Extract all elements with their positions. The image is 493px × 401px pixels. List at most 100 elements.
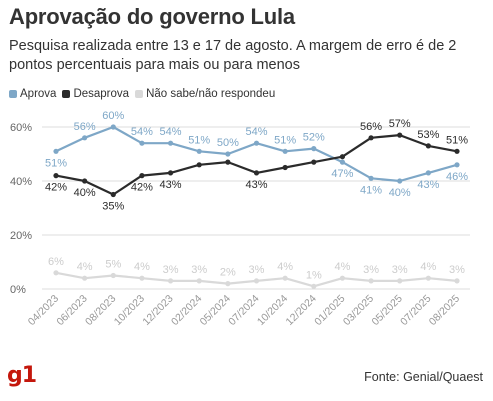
data-point [425, 170, 431, 176]
x-tick-label: 10/2024 [255, 293, 290, 328]
x-tick-label: 05/2024 [198, 293, 233, 328]
data-point [139, 275, 145, 281]
x-tick-label: 07/2024 [226, 293, 261, 328]
data-label: 40% [389, 187, 411, 199]
data-label: 40% [74, 187, 96, 199]
x-tick-label: 12/2023 [140, 293, 175, 328]
data-label: 3% [363, 264, 379, 276]
data-label: 2% [220, 267, 236, 279]
data-label: 4% [77, 261, 93, 273]
data-point [225, 281, 231, 287]
data-point [339, 154, 346, 160]
x-tick-label: 10/2023 [112, 293, 147, 328]
data-point [282, 275, 288, 281]
data-point [425, 143, 431, 149]
data-point [253, 278, 260, 284]
data-point [225, 159, 231, 165]
legend-swatch-desaprova [62, 90, 71, 98]
data-point [196, 162, 202, 168]
data-label: 3% [392, 264, 408, 276]
data-point [454, 162, 460, 168]
data-label: 56% [360, 121, 382, 133]
y-tick-label: 0% [10, 284, 26, 296]
data-label: 51% [446, 134, 468, 146]
data-label: 35% [102, 201, 124, 213]
data-label: 43% [245, 179, 267, 191]
data-label: 46% [446, 171, 468, 183]
data-point [397, 178, 403, 184]
data-point [282, 148, 288, 154]
legend-label-desaprova: Desaprova [73, 88, 130, 100]
data-point [53, 148, 59, 154]
data-point [196, 148, 202, 154]
legend-label-aprova: Aprova [20, 88, 57, 100]
data-label: 6% [48, 256, 64, 268]
x-tick-label: 01/2025 [312, 293, 347, 328]
data-point [53, 270, 59, 276]
data-point [82, 135, 88, 141]
x-tick-label: 08/2023 [83, 293, 118, 328]
x-tick-label: 06/2023 [54, 293, 89, 328]
data-point [139, 140, 145, 146]
data-label: 57% [389, 118, 411, 130]
data-label: 54% [245, 126, 267, 138]
data-label: 3% [249, 264, 265, 276]
data-point [82, 178, 88, 184]
data-point [110, 191, 116, 198]
data-point [368, 135, 374, 141]
g1-logo: g1 [7, 363, 37, 388]
data-point [368, 278, 374, 284]
data-point [196, 278, 202, 284]
data-point [397, 278, 403, 284]
data-point [282, 164, 288, 171]
y-tick-label: 60% [10, 122, 32, 134]
data-label: 52% [303, 132, 325, 144]
source-note: Fonte: Genial/Quaest [364, 370, 483, 384]
y-tick-label: 20% [10, 230, 32, 242]
data-label: 41% [360, 184, 382, 196]
data-point [339, 275, 346, 281]
data-label: 4% [134, 261, 150, 273]
x-tick-label: 05/2025 [370, 293, 405, 328]
x-tick-label: 07/2025 [398, 293, 433, 328]
data-label: 42% [45, 182, 67, 194]
x-tick-label: 03/2025 [341, 293, 376, 328]
y-tick-label: 40% [10, 176, 32, 188]
chart-subtitle: Pesquisa realizada entre 13 e 17 de agos… [9, 38, 457, 73]
x-tick-label: 04/2023 [26, 293, 61, 328]
data-label: 43% [417, 179, 439, 191]
data-point [339, 159, 346, 165]
data-label: 3% [191, 264, 207, 276]
data-point [454, 148, 460, 154]
data-label: 5% [105, 259, 121, 271]
data-point [253, 170, 260, 176]
legend: Aprova Desaprova Não sabe/não respondeu [9, 88, 281, 100]
legend-item-desaprova: Desaprova [62, 88, 129, 100]
data-label: 54% [131, 126, 153, 138]
x-tick-label: 08/2025 [427, 293, 462, 328]
data-label: 3% [163, 264, 179, 276]
data-point [167, 278, 174, 284]
data-label: 53% [417, 129, 439, 141]
data-point [225, 151, 231, 157]
legend-item-aprova: Aprova [9, 88, 56, 100]
data-label: 51% [274, 134, 296, 146]
x-tick-label: 12/2024 [284, 293, 319, 328]
data-point [368, 175, 374, 181]
data-point [311, 146, 317, 152]
data-label: 54% [160, 126, 182, 138]
data-label: 51% [45, 157, 67, 169]
chart-title: Aprovação do governo Lula [9, 4, 295, 29]
data-label: 3% [449, 264, 465, 276]
data-label: 4% [277, 261, 293, 273]
data-point [397, 132, 403, 138]
data-label: 60% [102, 110, 124, 122]
data-point [167, 140, 174, 146]
legend-item-nao-sabe: Não sabe/não respondeu [135, 88, 275, 100]
data-point [311, 159, 317, 165]
data-point [425, 275, 431, 281]
data-label: 43% [160, 179, 182, 191]
data-point [82, 275, 88, 281]
data-point [454, 278, 460, 284]
data-point [167, 170, 174, 176]
